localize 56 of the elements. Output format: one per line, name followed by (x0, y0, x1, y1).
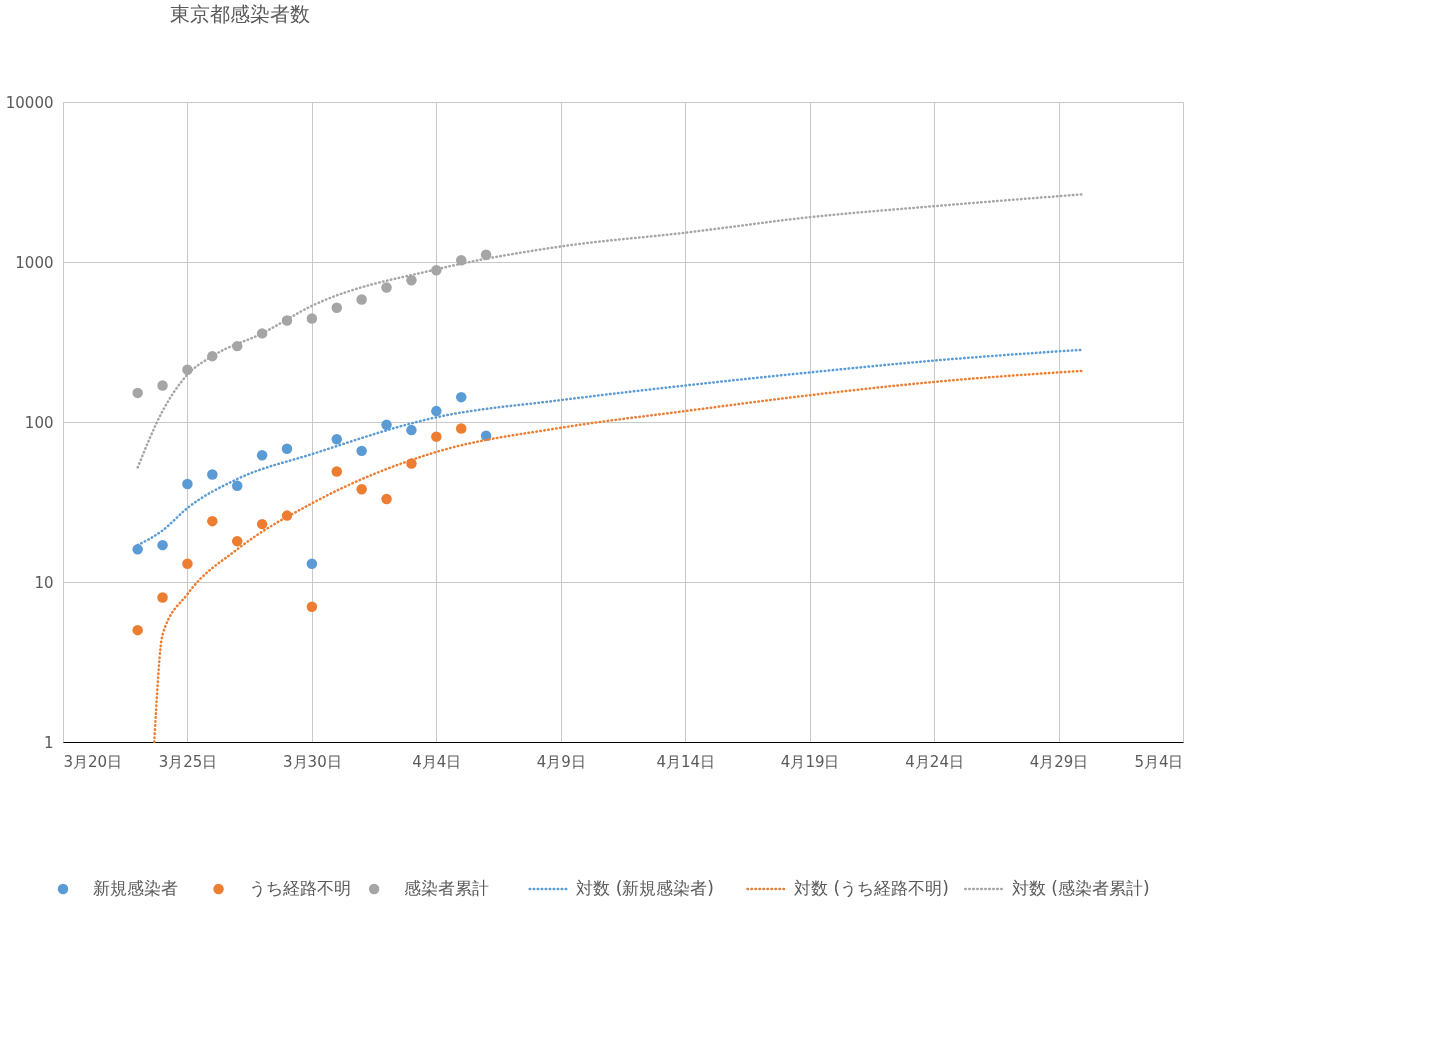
legend-label: 対数 (感染者累計) (1011, 878, 1150, 898)
point (356, 445, 367, 457)
y-tick-label: 1000 (15, 253, 54, 272)
point (455, 423, 467, 434)
x-tick-label: 4月29日 (1029, 752, 1089, 771)
point (331, 302, 343, 313)
y-tick-label: 10 (34, 573, 54, 592)
legend-label: 対数 (新規感染者) (576, 878, 715, 898)
point (157, 380, 168, 391)
x-tick-label: 3月30日 (283, 752, 342, 771)
point (356, 484, 367, 495)
y-tick-label: 10000 (5, 93, 54, 112)
point (331, 434, 343, 445)
point (132, 624, 143, 636)
point (356, 294, 367, 305)
point (406, 275, 417, 286)
legend-label: 感染者累計 (404, 878, 490, 898)
point (431, 405, 442, 417)
point (381, 282, 392, 293)
point (207, 515, 218, 527)
point (256, 449, 268, 461)
point (306, 558, 318, 569)
line-series (136, 193, 1085, 469)
point (306, 601, 318, 613)
x-tick-label: 3月20日 (63, 752, 123, 771)
x-tick-label: 5月4日 (1134, 752, 1184, 771)
point (157, 592, 168, 603)
x-tick-label: 4月14日 (656, 752, 716, 771)
point (231, 480, 243, 491)
point (182, 478, 193, 490)
point (256, 518, 268, 530)
x-tick-label: 3月25日 (158, 752, 218, 771)
point (231, 535, 243, 547)
y-tick-label: 100 (24, 413, 54, 432)
point (331, 466, 343, 477)
chart-title: 東京都感染者数 (170, 2, 311, 26)
point (381, 493, 392, 505)
point (455, 391, 467, 403)
point (132, 544, 143, 555)
point (207, 469, 218, 480)
point (182, 558, 193, 569)
point (406, 424, 417, 436)
x-tick-label: 4月24日 (905, 752, 964, 771)
legend-label: うち経路不明 (248, 878, 351, 898)
legend-label: 対数 (うち経路不明) (794, 878, 949, 898)
y-tick-label: 1 (43, 733, 54, 752)
point (281, 443, 293, 455)
point (132, 387, 143, 399)
x-tick-label: 4月9日 (536, 752, 586, 771)
x-tick-label: 4月19日 (780, 752, 840, 771)
point (306, 313, 318, 324)
point (157, 539, 168, 551)
point (431, 431, 442, 442)
legend-label: 新規感染者 (93, 878, 178, 898)
point (381, 419, 392, 431)
x-tick-label: 4月4日 (412, 752, 462, 771)
